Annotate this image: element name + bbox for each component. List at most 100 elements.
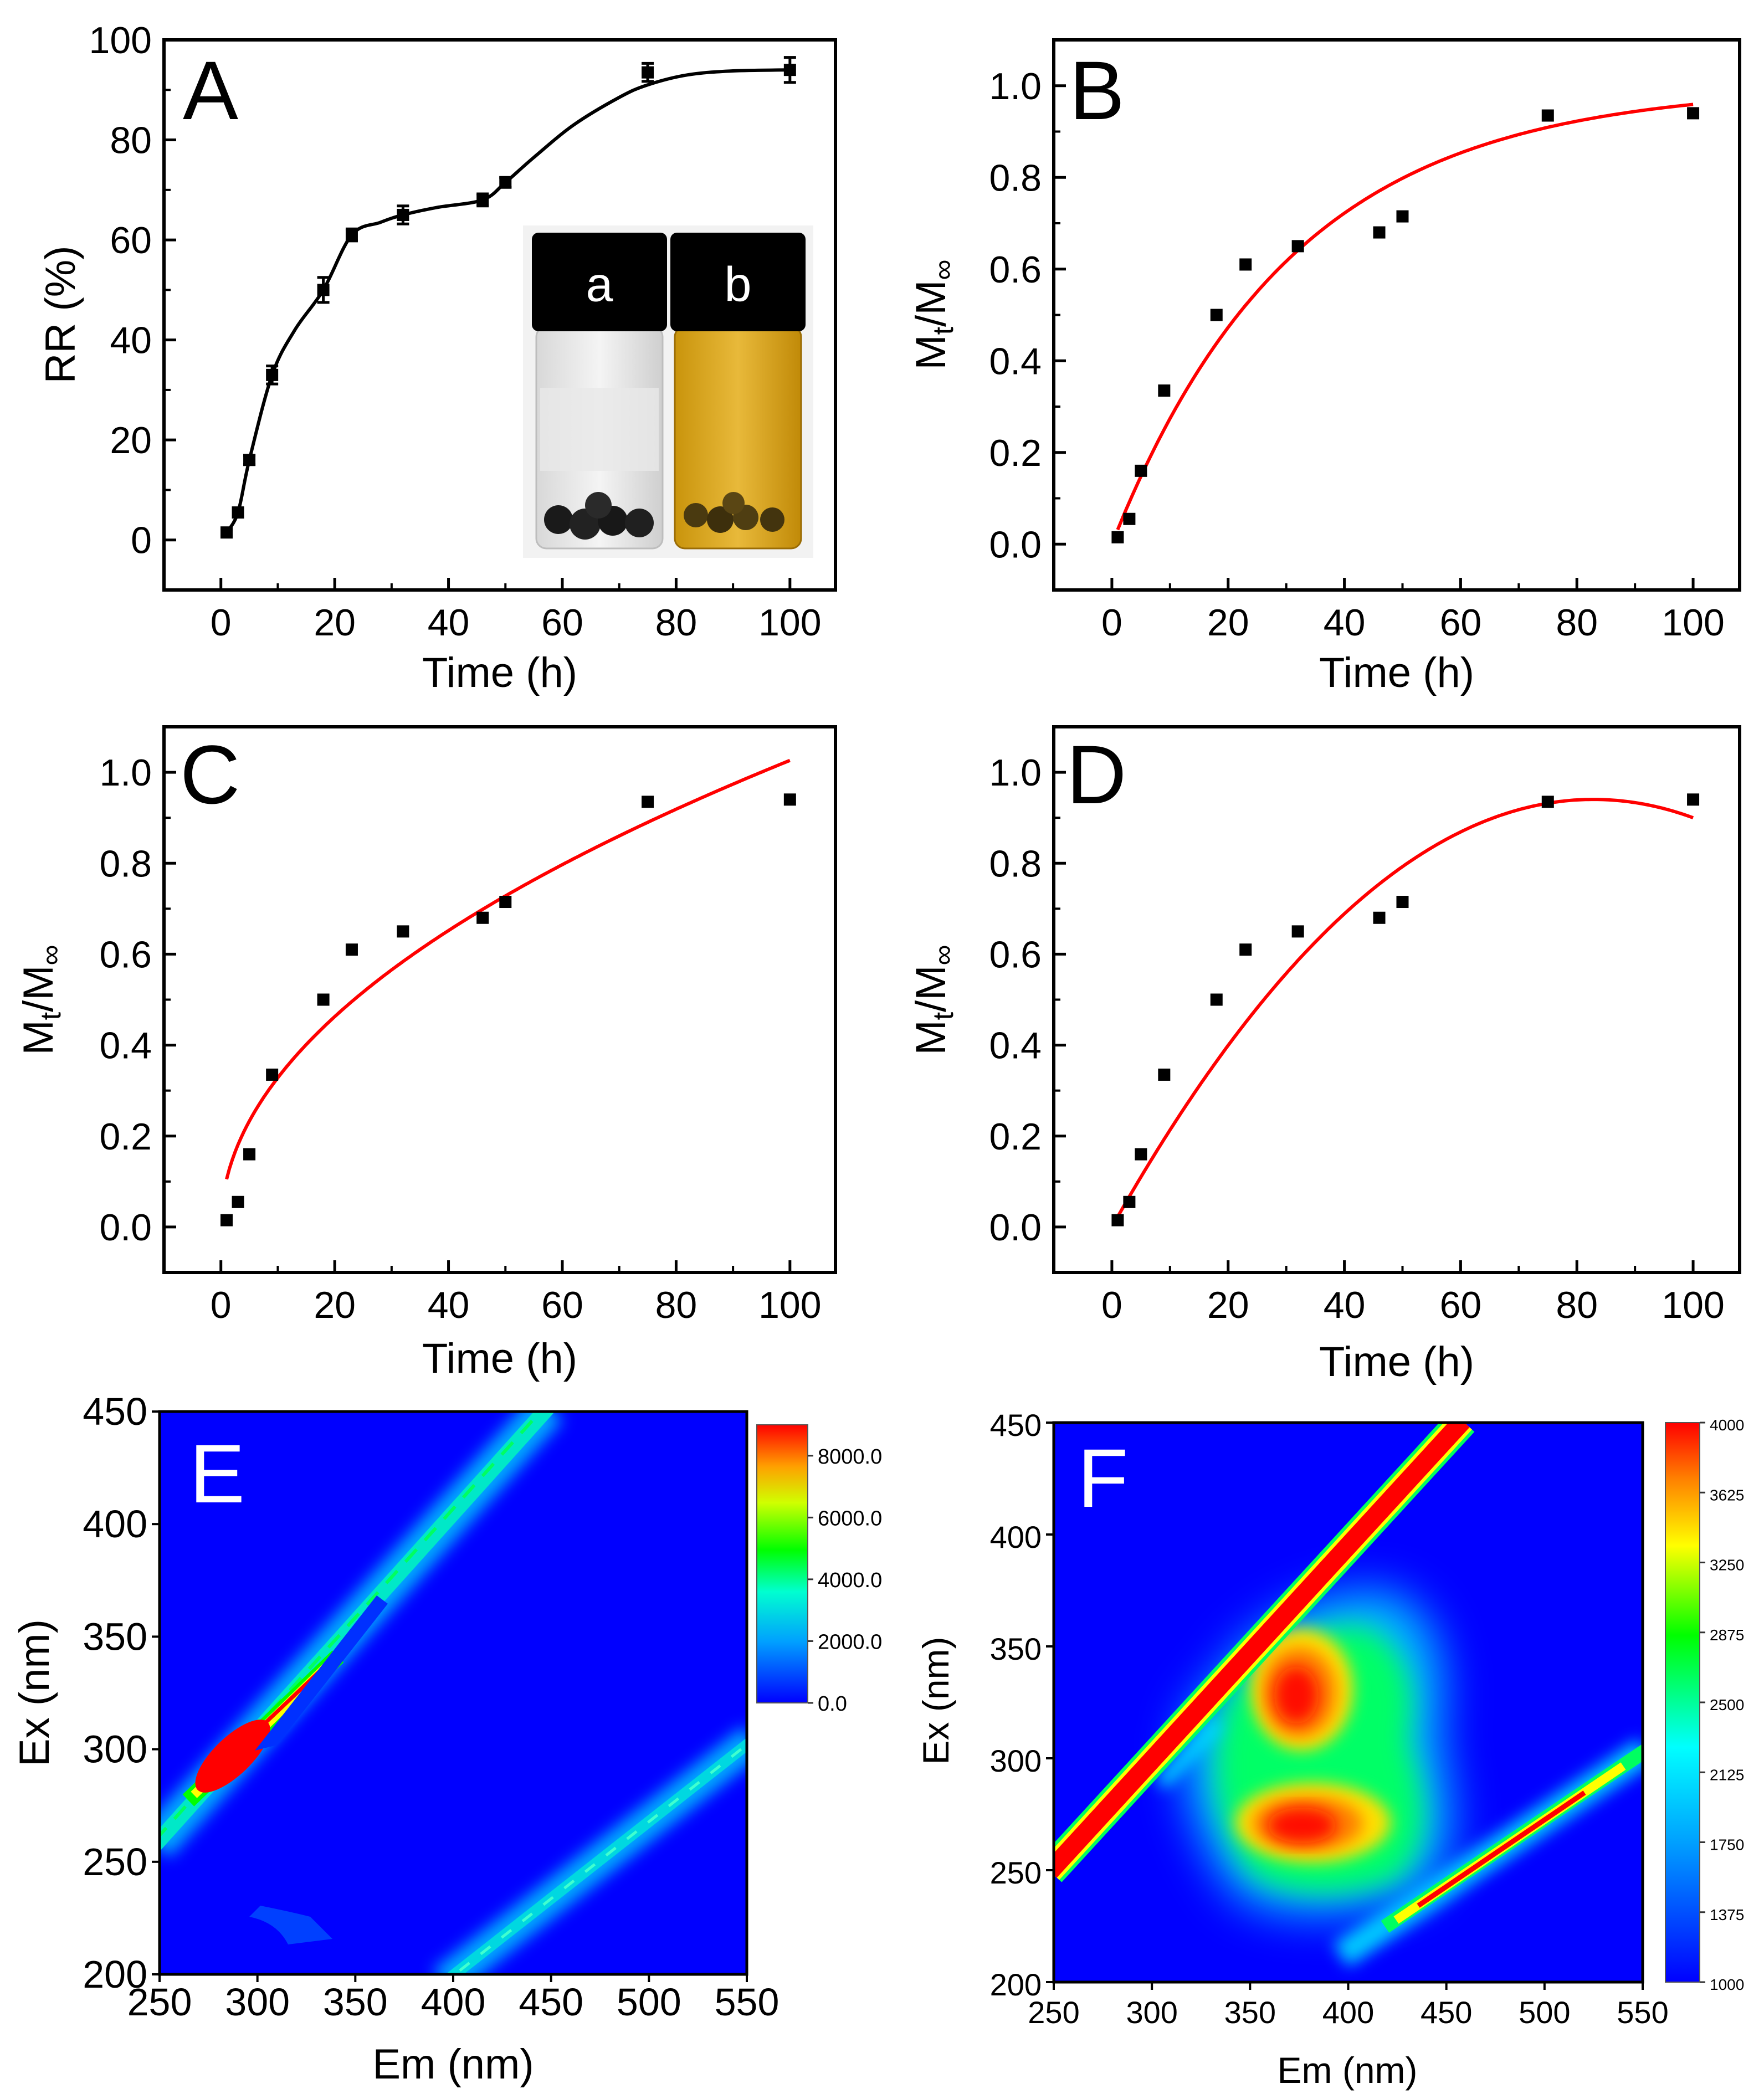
panel-c-data-point (317, 993, 330, 1006)
panel-f-letter: F (1078, 1431, 1129, 1525)
panel-f-ytick-label: 250 (990, 1855, 1042, 1890)
panel-b-data-point (1111, 531, 1124, 543)
panel-e-colorbar-label: 2000.0 (818, 1630, 882, 1654)
panel-e: 250 300 350 400 450 500 550200250300350400450 … (11, 1390, 882, 2088)
panel-f-colorbar-label: 2875 (1710, 1626, 1744, 1644)
panel-c-data-point (345, 943, 358, 956)
panel-c-fit-curve (225, 758, 791, 1180)
panel-f-ytick-label: 450 (990, 1408, 1042, 1443)
panel-b-ytick-label: 0.2 (989, 432, 1042, 474)
panel-b-ytick-label: 0.4 (989, 340, 1042, 382)
panel-b-data-point (1210, 309, 1223, 321)
panel-a-data-point (783, 64, 796, 76)
panel-a-ytick-label: 80 (110, 120, 152, 162)
panel-d-data-point (1541, 796, 1554, 808)
panel-c-ylabel: Mt/M∞ (15, 945, 67, 1055)
panel-b-xtick-label: 80 (1556, 602, 1598, 644)
panel-c-xtick-label: 20 (314, 1284, 356, 1326)
panel-e-colorbar-label: 4000.0 (818, 1569, 882, 1592)
panel-d-xtick-label: 100 (1662, 1284, 1724, 1326)
panel-d-tick-labels: 0 20 40 60 80 100 0.0 0.2 0.4 0.6 0.8 1.0 (989, 752, 1724, 1326)
panel-e-xtick-label: 250 (127, 1980, 192, 2024)
panel-a-xtick-label: 80 (655, 602, 698, 644)
panel-f-xtick-label: 450 (1421, 1995, 1472, 2030)
panel-c-letter: C (180, 728, 240, 821)
panel-c-data-point (232, 1195, 244, 1208)
panel-e-colorbar-labels: 0.0 2000.0 4000.0 6000.0 8000.0 (808, 1445, 882, 1716)
panel-a-ytick-label: 20 (110, 419, 152, 461)
panel-e-ytick-label: 400 (83, 1502, 147, 1546)
panel-d-ytick-label: 0.8 (989, 843, 1042, 885)
panel-b-ticks (1054, 84, 1695, 590)
panel-b-xtick-label: 0 (1101, 602, 1122, 644)
panel-f-ytick-label: 400 (990, 1520, 1042, 1554)
panel-f-colorbar-label: 4000 (1710, 1417, 1744, 1434)
vials-photo-inset: a b (523, 225, 813, 558)
panel-a-ylabel: RR (%) (37, 245, 84, 383)
panel-b-fit-line (1116, 102, 1694, 531)
panel-f-contours (1054, 1423, 1643, 1967)
panel-a-xtick-label: 20 (314, 602, 356, 644)
panel-d-data-point (1239, 943, 1252, 956)
panel-b-data-point (1373, 226, 1386, 239)
panel-d-data-point (1687, 793, 1700, 806)
panel-f-colorbar-label: 1000 (1710, 1976, 1744, 1993)
panel-f-xtick-label: 500 (1519, 1995, 1570, 2030)
panel-d-data-point (1210, 993, 1223, 1006)
panel-f-ytick-label: 350 (990, 1631, 1042, 1666)
panel-b-letter: B (1069, 44, 1125, 137)
panel-b-xlabel: Time (h) (1319, 649, 1474, 696)
panel-d-data-point (1158, 1068, 1171, 1081)
panel-f-ytick-label: 200 (990, 1967, 1042, 2002)
panel-d-data-point (1135, 1148, 1147, 1161)
panel-f-xtick-label: 250 (1028, 1995, 1079, 2030)
panel-f-xlabel: Em (nm) (1278, 2050, 1418, 2091)
panel-b-data-point (1158, 384, 1171, 397)
panel-f-colorbar-label: 2125 (1710, 1766, 1744, 1783)
panel-f-colorbar-label: 3625 (1710, 1486, 1744, 1503)
panel-c-xlabel: Time (h) (422, 1335, 577, 1382)
panel-f-colorbar (1665, 1422, 1700, 1983)
panel-c: 0 20 40 60 80 100 0.0 0.2 0.4 0.6 0.8 1.0 C Time (h… (15, 725, 837, 1382)
panel-e-xtick-label: 500 (617, 1980, 681, 2024)
panel-b-data-point (1541, 109, 1554, 122)
panel-e-xlabel: Em (nm) (372, 2041, 534, 2088)
panel-c-ytick-label: 0.6 (99, 933, 152, 976)
panel-f-ticks (1046, 1421, 1644, 1990)
panel-a-xtick-label: 0 (211, 602, 232, 644)
panel-d-fit-line (1116, 798, 1694, 1218)
panel-a-points (220, 64, 796, 539)
panel-a-data-point (243, 454, 256, 466)
panel-c-xtick-label: 60 (541, 1284, 583, 1326)
panel-a-data-point (345, 229, 358, 242)
panel-b-data-point (1123, 512, 1136, 525)
panel-a-letter: A (183, 44, 238, 137)
panel-d-xtick-label: 80 (1556, 1284, 1598, 1326)
panel-b-xtick-label: 40 (1324, 602, 1366, 644)
panel-d-xlabel: Time (h) (1319, 1338, 1474, 1385)
panel-b-xtick-label: 100 (1662, 602, 1724, 644)
panel-e-xtick-label: 350 (323, 1980, 388, 2024)
panel-e-ytick-label: 450 (83, 1390, 147, 1433)
panel-d-ytick-label: 0.2 (989, 1116, 1042, 1158)
panel-c-fit-line (225, 758, 791, 1180)
panel-a-xtick-label: 40 (428, 602, 470, 644)
panel-b-data-point (1687, 107, 1700, 120)
panel-e-ticks (152, 1410, 748, 1982)
panel-d-ylabel: Mt/M∞ (907, 945, 960, 1055)
panel-c-xtick-label: 40 (428, 1284, 470, 1326)
panel-b-xtick-label: 60 (1440, 602, 1482, 644)
panel-e-colorbar (756, 1424, 808, 1703)
panel-e-letter: E (189, 1427, 245, 1520)
panel-c-ytick-label: 0.2 (99, 1116, 152, 1158)
panel-c-tick-labels: 0 20 40 60 80 100 0.0 0.2 0.4 0.6 0.8 1.0 (99, 752, 821, 1326)
panel-a-ytick-label: 0 (131, 520, 152, 562)
vial-a: a (532, 233, 667, 550)
panel-a-data-point (476, 193, 489, 206)
panel-f-xtick-label: 550 (1617, 1995, 1668, 2030)
panel-e-colorbar-label: 6000.0 (818, 1507, 882, 1530)
panel-d-xtick-label: 40 (1324, 1284, 1366, 1326)
panel-e-ytick-label: 350 (83, 1615, 147, 1658)
